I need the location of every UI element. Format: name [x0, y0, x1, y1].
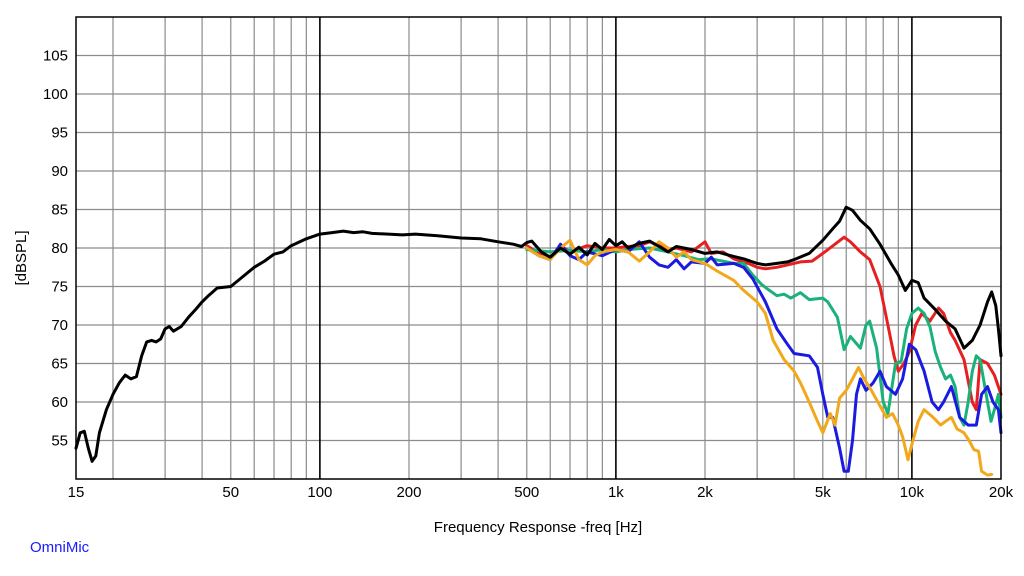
y-axis-label: [dBSPL] [13, 230, 30, 285]
x-tick-label: 5k [815, 484, 831, 501]
x-tick-label: 2k [697, 484, 713, 501]
x-tick-label: 1k [608, 484, 624, 501]
x-tick-label: 20k [989, 484, 1014, 501]
y-tick-label: 75 [51, 279, 68, 296]
series-line-4 [525, 238, 994, 477]
y-tick-label: 55 [51, 433, 68, 450]
y-tick-label: 85 [51, 202, 68, 219]
y-tick-label: 90 [51, 163, 68, 180]
x-tick-labels: 15 50 100 200 500 1k 2k 5k 10k 20k [68, 484, 1014, 501]
x-tick-label: 50 [222, 484, 239, 501]
y-tick-label: 65 [51, 356, 68, 373]
x-tick-label: 100 [307, 484, 332, 501]
x-tick-label: 15 [68, 484, 85, 501]
x-axis-label: Frequency Response -freq [Hz] [434, 519, 642, 536]
omnimic-brand-label: OmniMic [30, 539, 90, 556]
y-tick-label: 95 [51, 125, 68, 142]
y-tick-label: 105 [43, 48, 68, 65]
y-tick-label: 80 [51, 240, 68, 257]
y-tick-label: 70 [51, 317, 68, 334]
series-group [74, 205, 1003, 477]
series-line-0 [74, 205, 1003, 463]
minor-grid [76, 17, 1001, 479]
plot-frame [75, 16, 1002, 480]
y-tick-label: 60 [51, 394, 68, 411]
x-tick-label: 500 [514, 484, 539, 501]
y-tick-labels: 55 60 65 70 75 80 85 90 95 100 105 [43, 48, 68, 450]
x-tick-label: 10k [900, 484, 925, 501]
y-tick-label: 100 [43, 86, 68, 103]
x-tick-label: 200 [396, 484, 421, 501]
